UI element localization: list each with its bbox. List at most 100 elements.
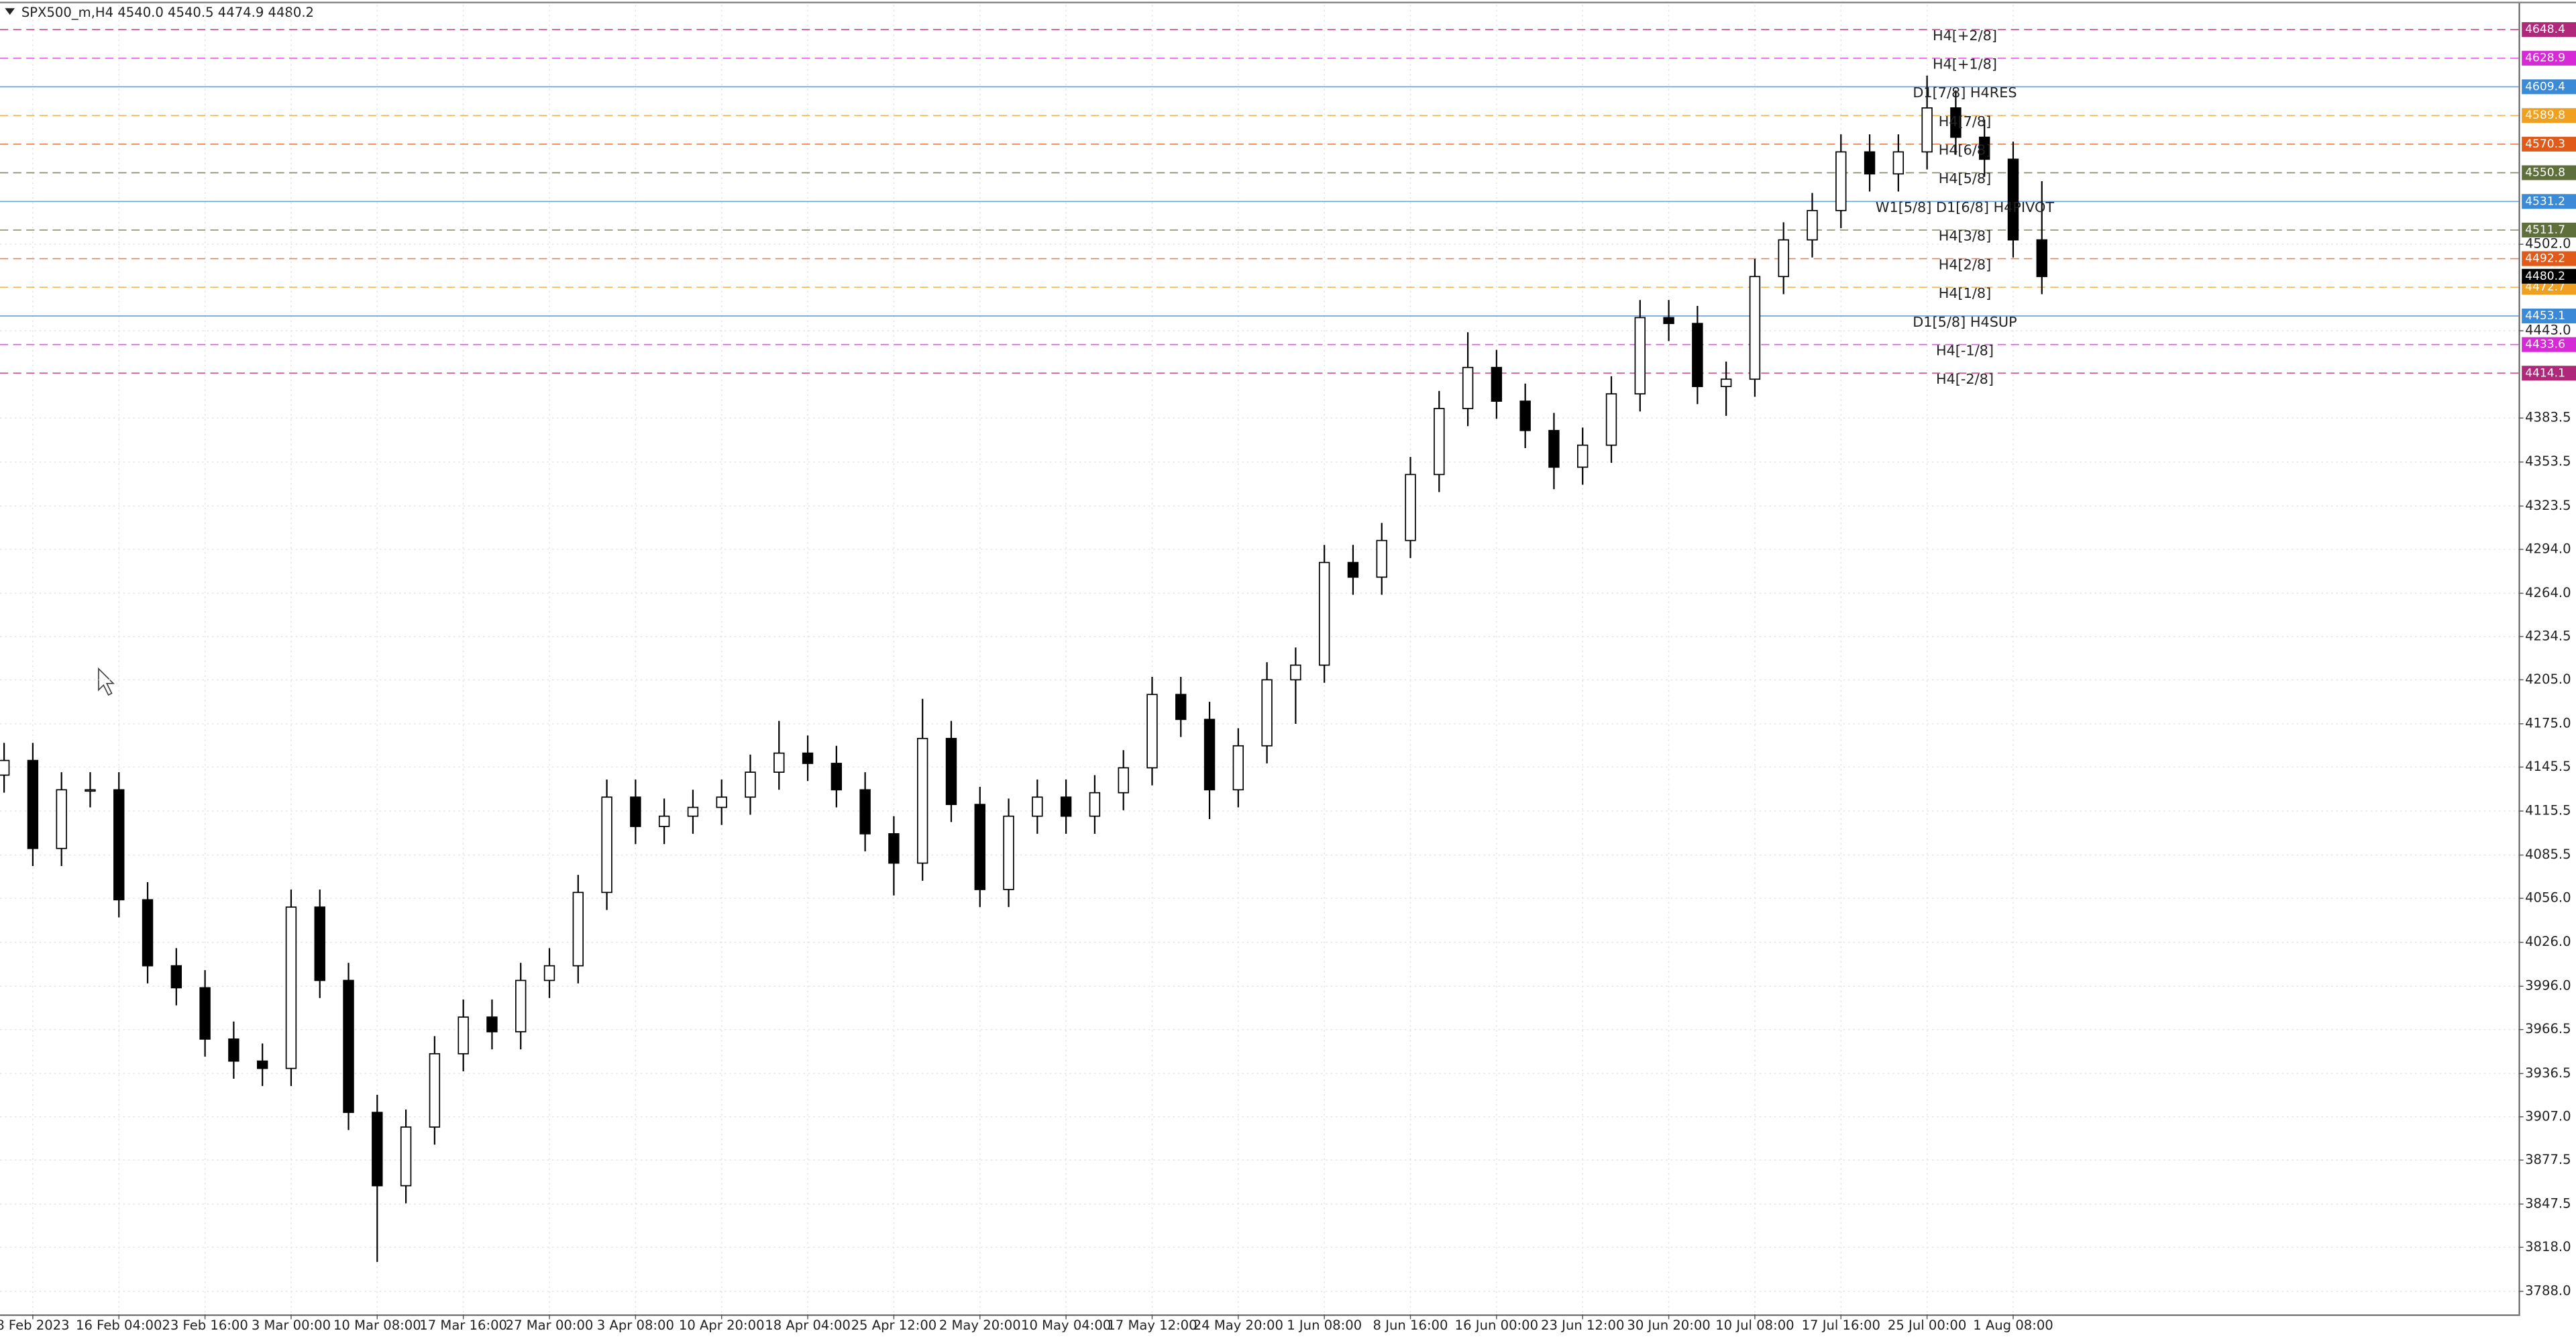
candle-body [1434,408,1445,476]
candle-body [1692,323,1703,388]
x-tick-label: 17 May 12:00 [1107,1318,1197,1333]
candle-body [400,1126,412,1187]
candle-body [1605,393,1617,446]
y-tick-label: 4383.5 [2525,410,2571,425]
level-price-tag [2522,79,2576,95]
level-price-label: 4550.8 [2525,166,2565,179]
level-price-label: 4511.7 [2525,223,2565,237]
y-tick-label: 4145.5 [2525,759,2571,774]
candle-body [170,965,182,989]
x-tick-label: 1 Jun 08:00 [1287,1318,1362,1333]
candle-body [1634,317,1646,394]
y-tick-label: 3996.0 [2525,978,2571,994]
candle-body [1892,151,1904,175]
level-name: H4[-1/8] [1936,342,1994,358]
level-name: H4[+1/8] [1933,56,1997,72]
y-tick-label: 3936.5 [2525,1065,2571,1081]
x-tick-label: 10 Jul 08:00 [1715,1318,1794,1333]
candle-body [601,796,612,894]
level-price-tag [2522,309,2576,324]
candle-body [773,752,785,773]
candle-body [199,987,211,1040]
candle-body [1663,317,1674,325]
candle-body [228,1038,239,1062]
level-price-tag [2522,50,2576,66]
level-name: H4[+2/8] [1933,28,1997,44]
level-price-tag [2522,366,2576,381]
level-price-tag [2522,136,2576,152]
level-price-tag [2522,337,2576,352]
x-tick-label: 17 Mar 16:00 [419,1318,507,1333]
level-name: H4[-2/8] [1936,371,1994,387]
candle-body [256,1060,268,1069]
current-price-tag [2522,268,2576,284]
candle-body [142,899,154,967]
y-tick-label: 4264.0 [2525,585,2571,600]
level-name: H4[5/8] [1939,170,1992,186]
candle-body [630,796,641,827]
candle-body [85,789,96,792]
candle-body [1950,107,1962,138]
y-tick-label: 4056.0 [2525,890,2571,906]
candle-body [1060,796,1072,817]
candle-body [1203,718,1216,791]
candle-body [1462,366,1474,409]
level-name: H4[6/8] [1939,142,1992,158]
candle-body [1175,694,1187,720]
candle-body [1720,378,1732,388]
x-tick-label: 8 Jun 16:00 [1373,1318,1448,1333]
y-tick-label: 3788.0 [2525,1283,2571,1298]
symbol-menu-icon[interactable] [5,8,15,15]
y-tick-label: 4175.0 [2525,715,2571,731]
candle-body [1519,400,1531,431]
candle-body [859,789,871,835]
level-name: H4[7/8] [1939,113,1992,129]
y-tick-label: 4323.5 [2525,498,2571,513]
candle-body [1003,815,1014,890]
candle-body [1290,664,1301,681]
x-tick-label: 27 Mar 00:00 [506,1318,594,1333]
candle-body [314,906,325,981]
candle-body [1749,276,1761,380]
level-price-label: 4609.4 [2525,80,2565,93]
y-tick-label: 3877.5 [2525,1152,2571,1167]
candle-body [945,737,957,806]
level-name: D1[7/8] H4RES [1913,85,2017,101]
x-tick-label: 18 Apr 04:00 [765,1318,851,1333]
candle-body [1807,210,1818,241]
candle-body [888,833,900,864]
level-price-label: 4531.2 [2525,195,2565,208]
y-tick-label: 4443.0 [2525,323,2571,338]
chart-header: SPX500_m,H4 4540.0 4540.5 4474.9 4480.2 [21,5,314,20]
candle-body [285,906,297,1069]
y-tick-label: 3907.0 [2525,1108,2571,1124]
candle-body [830,763,843,791]
candle-body [1978,136,1990,160]
y-tick-label: 3818.0 [2525,1239,2571,1254]
y-tick-label: 4205.0 [2525,672,2571,687]
x-tick-label: 10 Apr 20:00 [679,1318,765,1333]
candle-body [1376,539,1387,578]
candle-body [974,804,985,890]
candle-body [27,759,39,849]
level-price-tag [2522,22,2576,38]
y-tick-label: 4026.0 [2525,934,2571,949]
y-tick-label: 4234.5 [2525,628,2571,643]
x-tick-label: 16 Jun 00:00 [1455,1318,1538,1333]
level-price-label: 4589.8 [2525,109,2565,122]
x-tick-label: 8 Feb 2023 [0,1318,70,1333]
candle-body [916,737,928,864]
candle-body [543,965,555,981]
level-price-tag [2522,194,2576,209]
candle-body [1261,679,1273,747]
candle-body [716,796,727,808]
level-price-tag [2522,251,2576,266]
candle-body [2036,239,2047,278]
y-tick-label: 4115.5 [2525,803,2571,818]
x-tick-label: 1 Aug 08:00 [1973,1318,2053,1333]
x-tick-label: 30 Jun 20:00 [1627,1318,1710,1333]
candle-body [1405,474,1416,541]
level-price-label: 4648.4 [2525,23,2565,36]
